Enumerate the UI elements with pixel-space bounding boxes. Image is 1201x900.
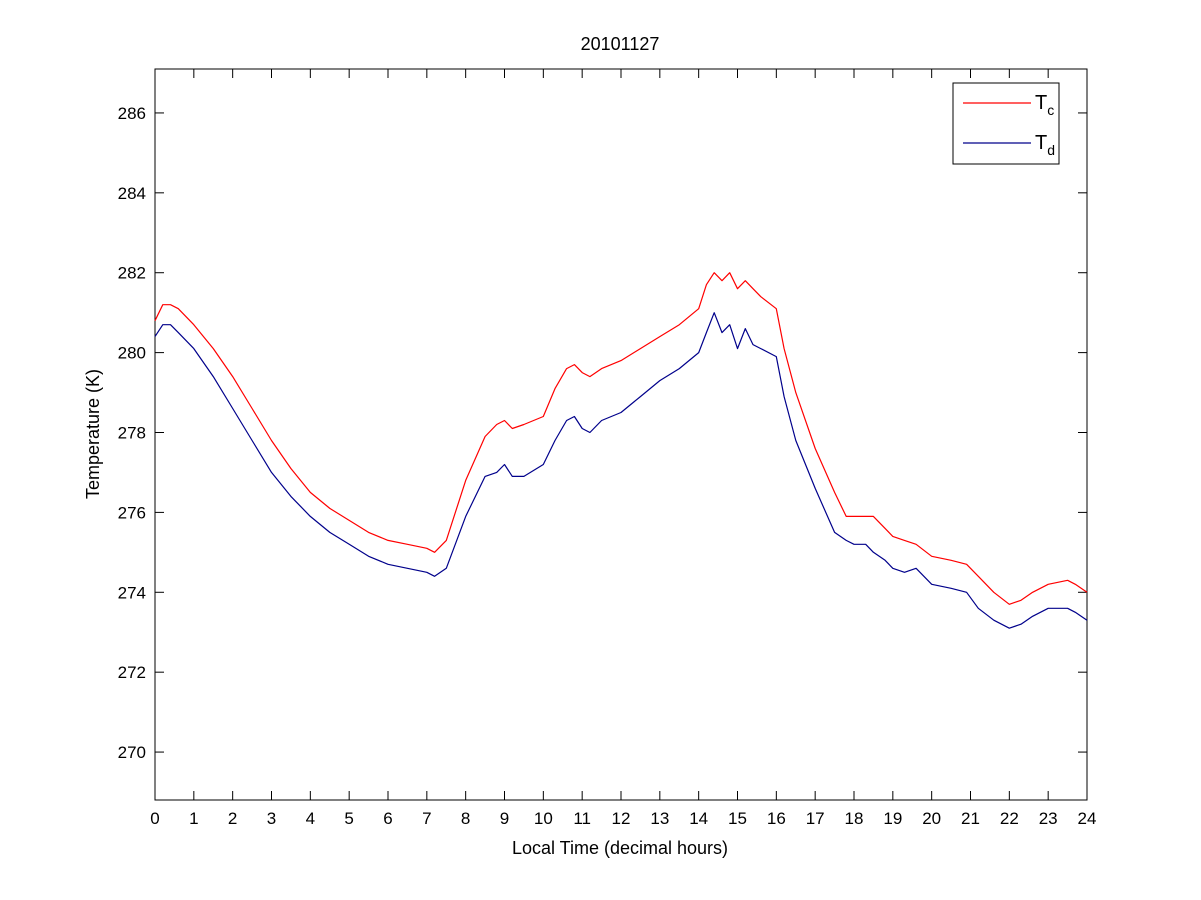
x-tick-label: 10 — [534, 809, 553, 828]
x-tick-label: 20 — [922, 809, 941, 828]
x-tick-label: 8 — [461, 809, 470, 828]
x-axis-title: Local Time (decimal hours) — [512, 838, 728, 858]
y-tick-label: 272 — [118, 663, 146, 682]
y-tick-label: 276 — [118, 503, 146, 522]
plot-frame — [154, 68, 1088, 801]
y-tick-label: 270 — [118, 743, 146, 762]
x-tick-label: 3 — [267, 809, 276, 828]
x-tick-label: 12 — [612, 809, 631, 828]
legend-label: Td — [1035, 132, 1055, 158]
y-tick-label: 286 — [118, 104, 146, 123]
x-tick-label: 7 — [422, 809, 431, 828]
axis-ticks: 0 1 2 3 4 5 6 7 8 9 10 11 12 13 14 15 16 17 18 19 20 21 22 23 24… — [118, 69, 1097, 828]
x-tick-label: 5 — [344, 809, 353, 828]
series-line-tc — [154, 272, 1088, 605]
x-tick-label: 14 — [689, 809, 708, 828]
series-group — [154, 272, 1088, 629]
chart-title: 20101127 — [581, 34, 660, 54]
x-tick-label: 6 — [383, 809, 392, 828]
legend-box — [952, 82, 1060, 165]
series-line-td — [154, 312, 1088, 629]
x-tick-label: 4 — [306, 809, 315, 828]
x-tick-label: 22 — [1000, 809, 1019, 828]
y-tick-label: 284 — [118, 184, 146, 203]
y-tick-label: 278 — [118, 424, 146, 443]
x-tick-label: 0 — [150, 809, 159, 828]
x-tick-label: 23 — [1039, 809, 1058, 828]
legend-label-main: T — [1035, 132, 1047, 154]
y-tick-label: 282 — [118, 264, 146, 283]
x-tick-label: 16 — [767, 809, 786, 828]
x-tick-label: 18 — [845, 809, 864, 828]
x-tick-label: 13 — [650, 809, 669, 828]
x-tick-label: 1 — [189, 809, 198, 828]
x-tick-label: 2 — [228, 809, 237, 828]
x-tick-label: 17 — [806, 809, 825, 828]
x-tick-label: 11 — [573, 809, 591, 828]
x-tick-label: 19 — [883, 809, 902, 828]
legend-label-sub: c — [1047, 102, 1054, 118]
legend-label: Tc — [1035, 92, 1054, 118]
x-tick-label: 15 — [728, 809, 747, 828]
y-tick-label: 280 — [118, 344, 146, 363]
y-tick-label: 274 — [118, 583, 146, 602]
legend-label-sub: d — [1047, 142, 1055, 158]
x-tick-label: 9 — [500, 809, 509, 828]
y-axis-title: Temperature (K) — [83, 369, 103, 499]
x-tick-label: 21 — [961, 809, 980, 828]
x-tick-label: 24 — [1078, 809, 1097, 828]
legend-label-main: T — [1035, 92, 1047, 114]
